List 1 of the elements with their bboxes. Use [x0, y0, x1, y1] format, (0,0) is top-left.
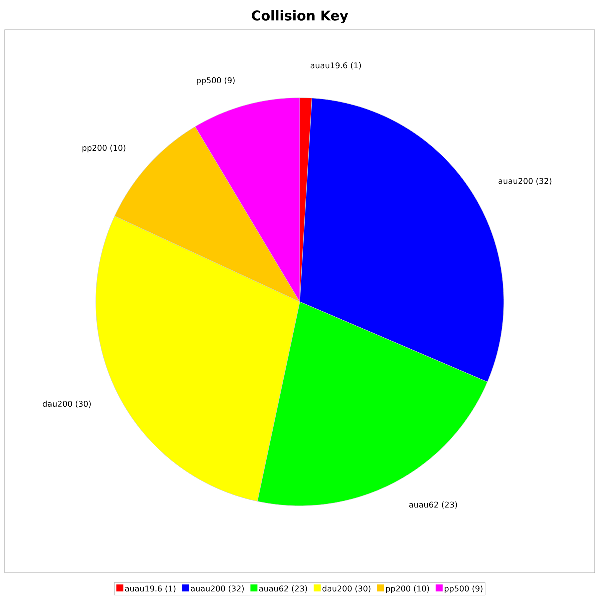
chart-title: Collision Key [252, 10, 348, 24]
